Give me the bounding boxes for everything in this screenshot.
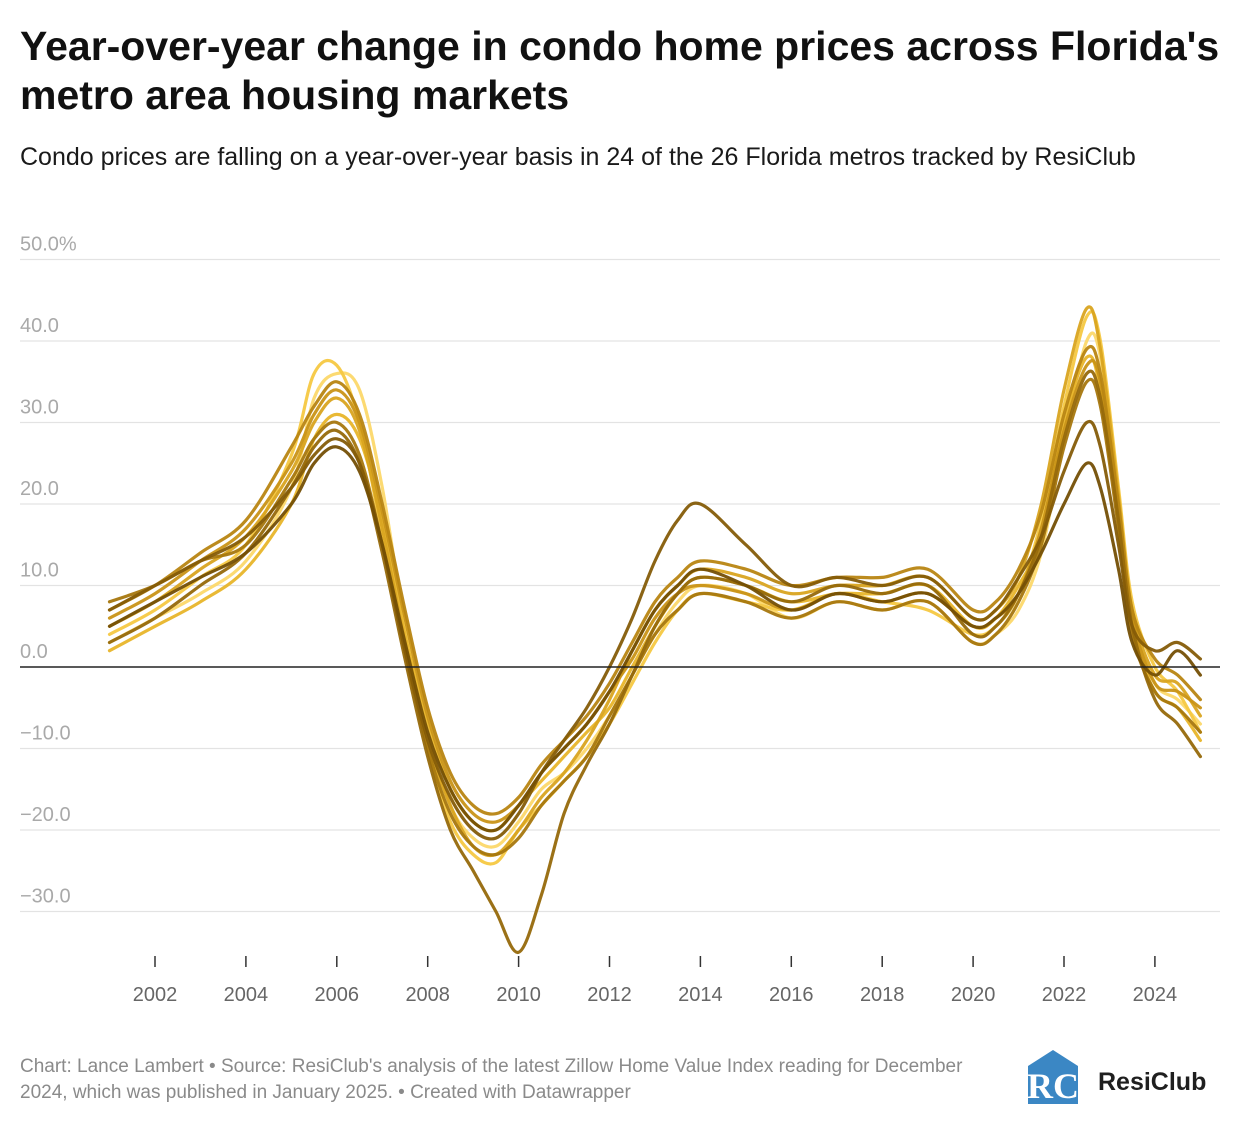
y-tick-label: 10.0 xyxy=(20,560,59,582)
series-line xyxy=(107,354,1202,833)
series-lines xyxy=(107,305,1202,954)
y-tick-label: 0.0 xyxy=(20,641,48,663)
resiclub-logo-icon: RC xyxy=(1027,1050,1079,1106)
y-tick-label: −10.0 xyxy=(20,723,71,745)
x-tick-label: 2004 xyxy=(224,984,269,1006)
chart-title: Year-over-year change in condo home pric… xyxy=(20,23,1220,118)
y-tick-label: 50.0% xyxy=(20,234,77,256)
series-line xyxy=(107,445,1202,833)
x-tick-label: 2010 xyxy=(496,984,541,1006)
series-line xyxy=(107,369,1202,954)
logo-mark-text: RC xyxy=(1027,1066,1079,1106)
x-tick-label: 2022 xyxy=(1042,984,1087,1006)
x-tick-label: 2024 xyxy=(1133,984,1178,1006)
x-tick-label: 2008 xyxy=(405,984,450,1006)
series-line xyxy=(107,377,1202,857)
series-line xyxy=(107,358,1202,824)
line-chart: 50.0%40.030.020.010.00.0−10.0−20.0−30.0 … xyxy=(20,234,1220,1006)
x-axis: 2002 2004 2006 2008 2010 2012 2014 2016 2018 2020… xyxy=(133,956,1177,1006)
chart-subtitle: Condo prices are falling on a year-over-… xyxy=(20,143,1136,171)
y-tick-label: −20.0 xyxy=(20,804,71,826)
series-line xyxy=(107,305,1202,858)
x-tick-label: 2014 xyxy=(678,984,723,1006)
x-tick-label: 2006 xyxy=(315,984,360,1006)
logo-text: ResiClub xyxy=(1098,1068,1207,1096)
x-tick-label: 2020 xyxy=(951,984,996,1006)
y-tick-label: 20.0 xyxy=(20,478,59,500)
series-line xyxy=(107,331,1202,849)
y-tick-label: 40.0 xyxy=(20,315,59,337)
series-line xyxy=(107,419,1202,841)
series-line xyxy=(107,310,1202,866)
x-tick-label: 2012 xyxy=(587,984,632,1006)
x-tick-label: 2016 xyxy=(769,984,814,1006)
x-tick-label: 2002 xyxy=(133,984,178,1006)
series-line xyxy=(107,344,1202,816)
resiclub-logo[interactable]: RC ResiClub xyxy=(1022,1046,1222,1106)
y-tick-label: 30.0 xyxy=(20,397,59,419)
x-tick-label: 2018 xyxy=(860,984,905,1006)
y-tick-label: −30.0 xyxy=(20,886,71,908)
chart-footer-credit: Chart: Lance Lambert • Source: ResiClub'… xyxy=(20,1056,963,1103)
y-axis-labels: 50.0% 40.0 30.0 20.0 10.0 0.0 −10.0 −20.0 −30.0 xyxy=(20,234,77,908)
